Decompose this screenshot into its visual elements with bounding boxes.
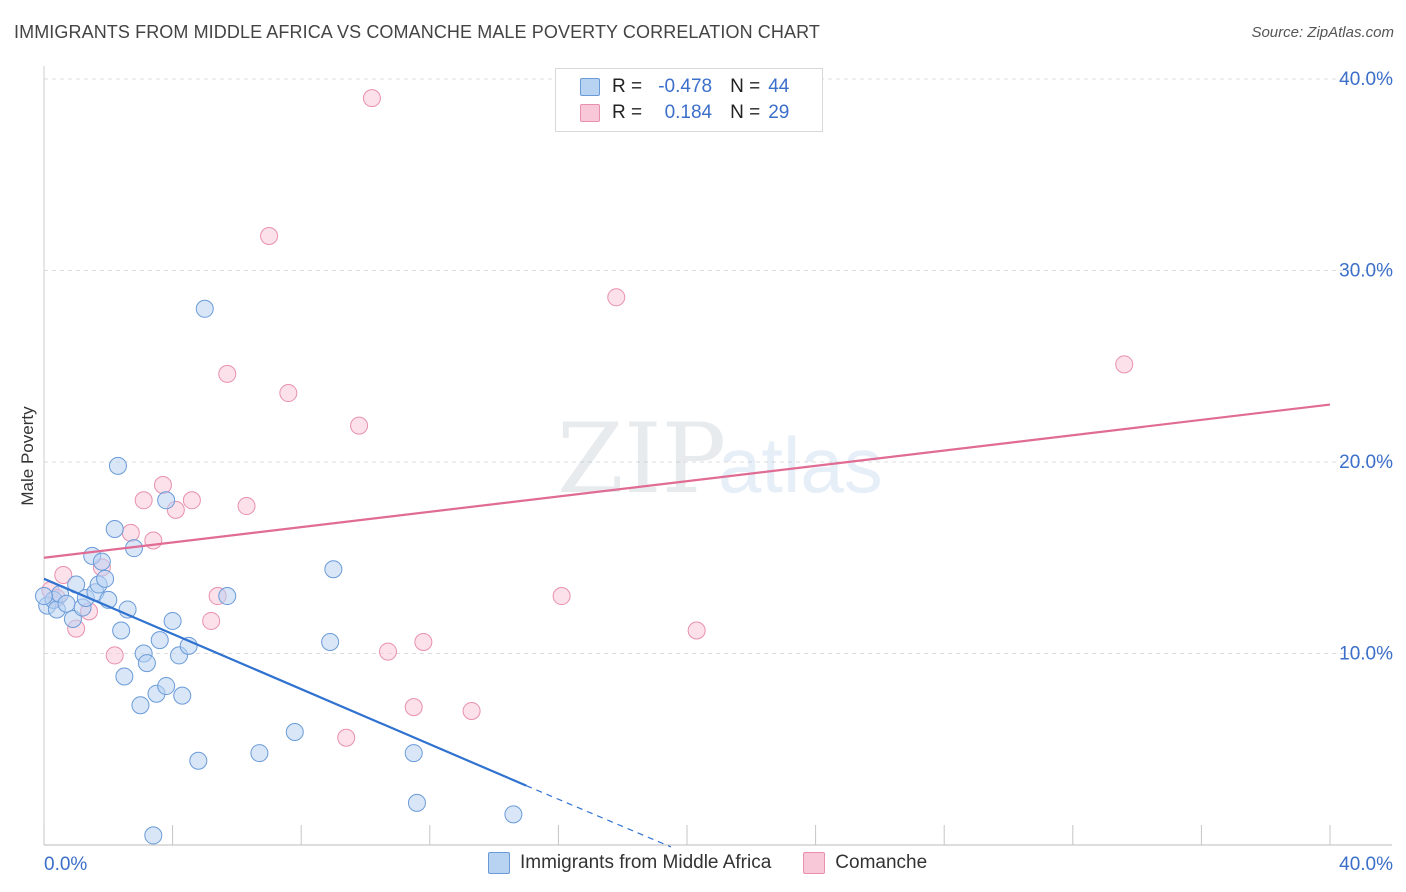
axes [43,66,1392,846]
r-value: -0.478 [658,76,713,97]
comanche-point [202,611,221,630]
middle-africa-point [157,677,176,696]
pink-swatch [580,104,600,122]
comanche-point [1115,355,1134,374]
comanche-point [182,491,201,510]
middle-africa-point [57,594,76,613]
x-tick-label: 0.0% [44,854,87,875]
comanche-point [260,227,279,246]
comanche-point [337,728,356,747]
blue-swatch [580,78,600,96]
x-tick-labels: 0.0% 40.0% [44,854,1393,875]
middle-africa-point [63,610,82,629]
comanche-point [105,646,124,665]
comanche-point [279,384,298,403]
stats-row-comanche: R = 0.184 N = 29 [580,101,789,125]
middle-africa-point [407,793,426,812]
r-value: 0.184 [664,102,713,123]
middle-africa-point [218,587,237,606]
y-tick-label: 10.0% [1339,644,1393,665]
watermark: ZIP atlas [557,403,883,515]
stats-legend: R = -0.478 N = 44 R = 0.184 N = 29 [555,68,823,132]
middle-africa-point [105,520,124,539]
comanche-point [218,364,237,383]
comanche-point [134,491,153,510]
comanche-point [607,288,626,307]
comanche-point [379,642,398,661]
middle-africa-trend-extension [526,785,672,848]
gridlines [44,78,1392,654]
middle-africa-point [285,723,304,742]
middle-africa-point [115,667,134,686]
comanche-trend-line [43,403,1331,559]
n-value: 29 [768,102,790,123]
legend-item-comanche[interactable]: Comanche [803,852,927,874]
pink-swatch [803,852,826,874]
legend-label: Immigrants from Middle Africa [520,852,772,873]
middle-africa-point [173,686,192,705]
middle-africa-point [35,587,53,606]
y-tick-labels: 10.0% 20.0% 30.0% 40.0% [1339,69,1393,665]
middle-africa-point [195,299,214,318]
middle-africa-point [163,611,182,630]
middle-africa-point [250,744,269,763]
source-label: Source: ZipAtlas.com [1251,24,1394,41]
legend-item-middle-africa[interactable]: Immigrants from Middle Africa [488,852,771,874]
middle-africa-point [157,491,176,510]
trend-lines [43,403,1331,848]
r-label: R = [612,102,643,123]
middle-africa-point [321,633,340,652]
middle-africa-point [150,631,169,650]
y-tick-label: 40.0% [1339,69,1393,90]
middle-africa-point [112,621,131,640]
comanche-point [552,587,571,606]
y-tick-label: 20.0% [1339,452,1393,473]
comanche-point [54,565,73,584]
n-value: 44 [768,76,790,97]
n-label: N = [730,76,761,97]
comanche-point [237,497,256,516]
comanche-point [153,475,172,494]
middle-africa-point [324,560,343,579]
comanche-point [414,633,433,652]
chart-title: IMMIGRANTS FROM MIDDLE AFRICA VS COMANCH… [14,22,820,42]
comanche-point [362,89,381,108]
middle-africa-point [137,654,156,673]
legend-label: Comanche [835,852,928,873]
middle-africa-point [96,569,115,588]
comanche-point [121,523,140,542]
middle-africa-point [144,826,163,845]
x-tick-label: 40.0% [1339,854,1393,875]
comanche-point [462,701,481,720]
middle-africa-points [35,299,523,845]
middle-africa-point [504,805,523,824]
stats-row-middle-africa: R = -0.478 N = 44 [580,75,789,99]
middle-africa-point [108,456,127,475]
comanche-point [350,416,369,435]
middle-africa-point [131,696,150,715]
r-label: R = [612,76,643,97]
middle-africa-trend-line [43,577,527,787]
blue-swatch [488,852,510,874]
middle-africa-point [189,751,208,770]
middle-africa-point [92,552,111,571]
watermark-zip: ZIP [557,403,726,515]
watermark-atlas: atlas [718,421,883,509]
y-tick-label: 30.0% [1339,261,1393,282]
series-legend: Immigrants from Middle Africa Comanche [488,852,959,874]
comanche-point [404,698,423,717]
middle-africa-point [404,744,423,763]
comanche-point [687,621,706,640]
n-label: N = [730,102,761,123]
